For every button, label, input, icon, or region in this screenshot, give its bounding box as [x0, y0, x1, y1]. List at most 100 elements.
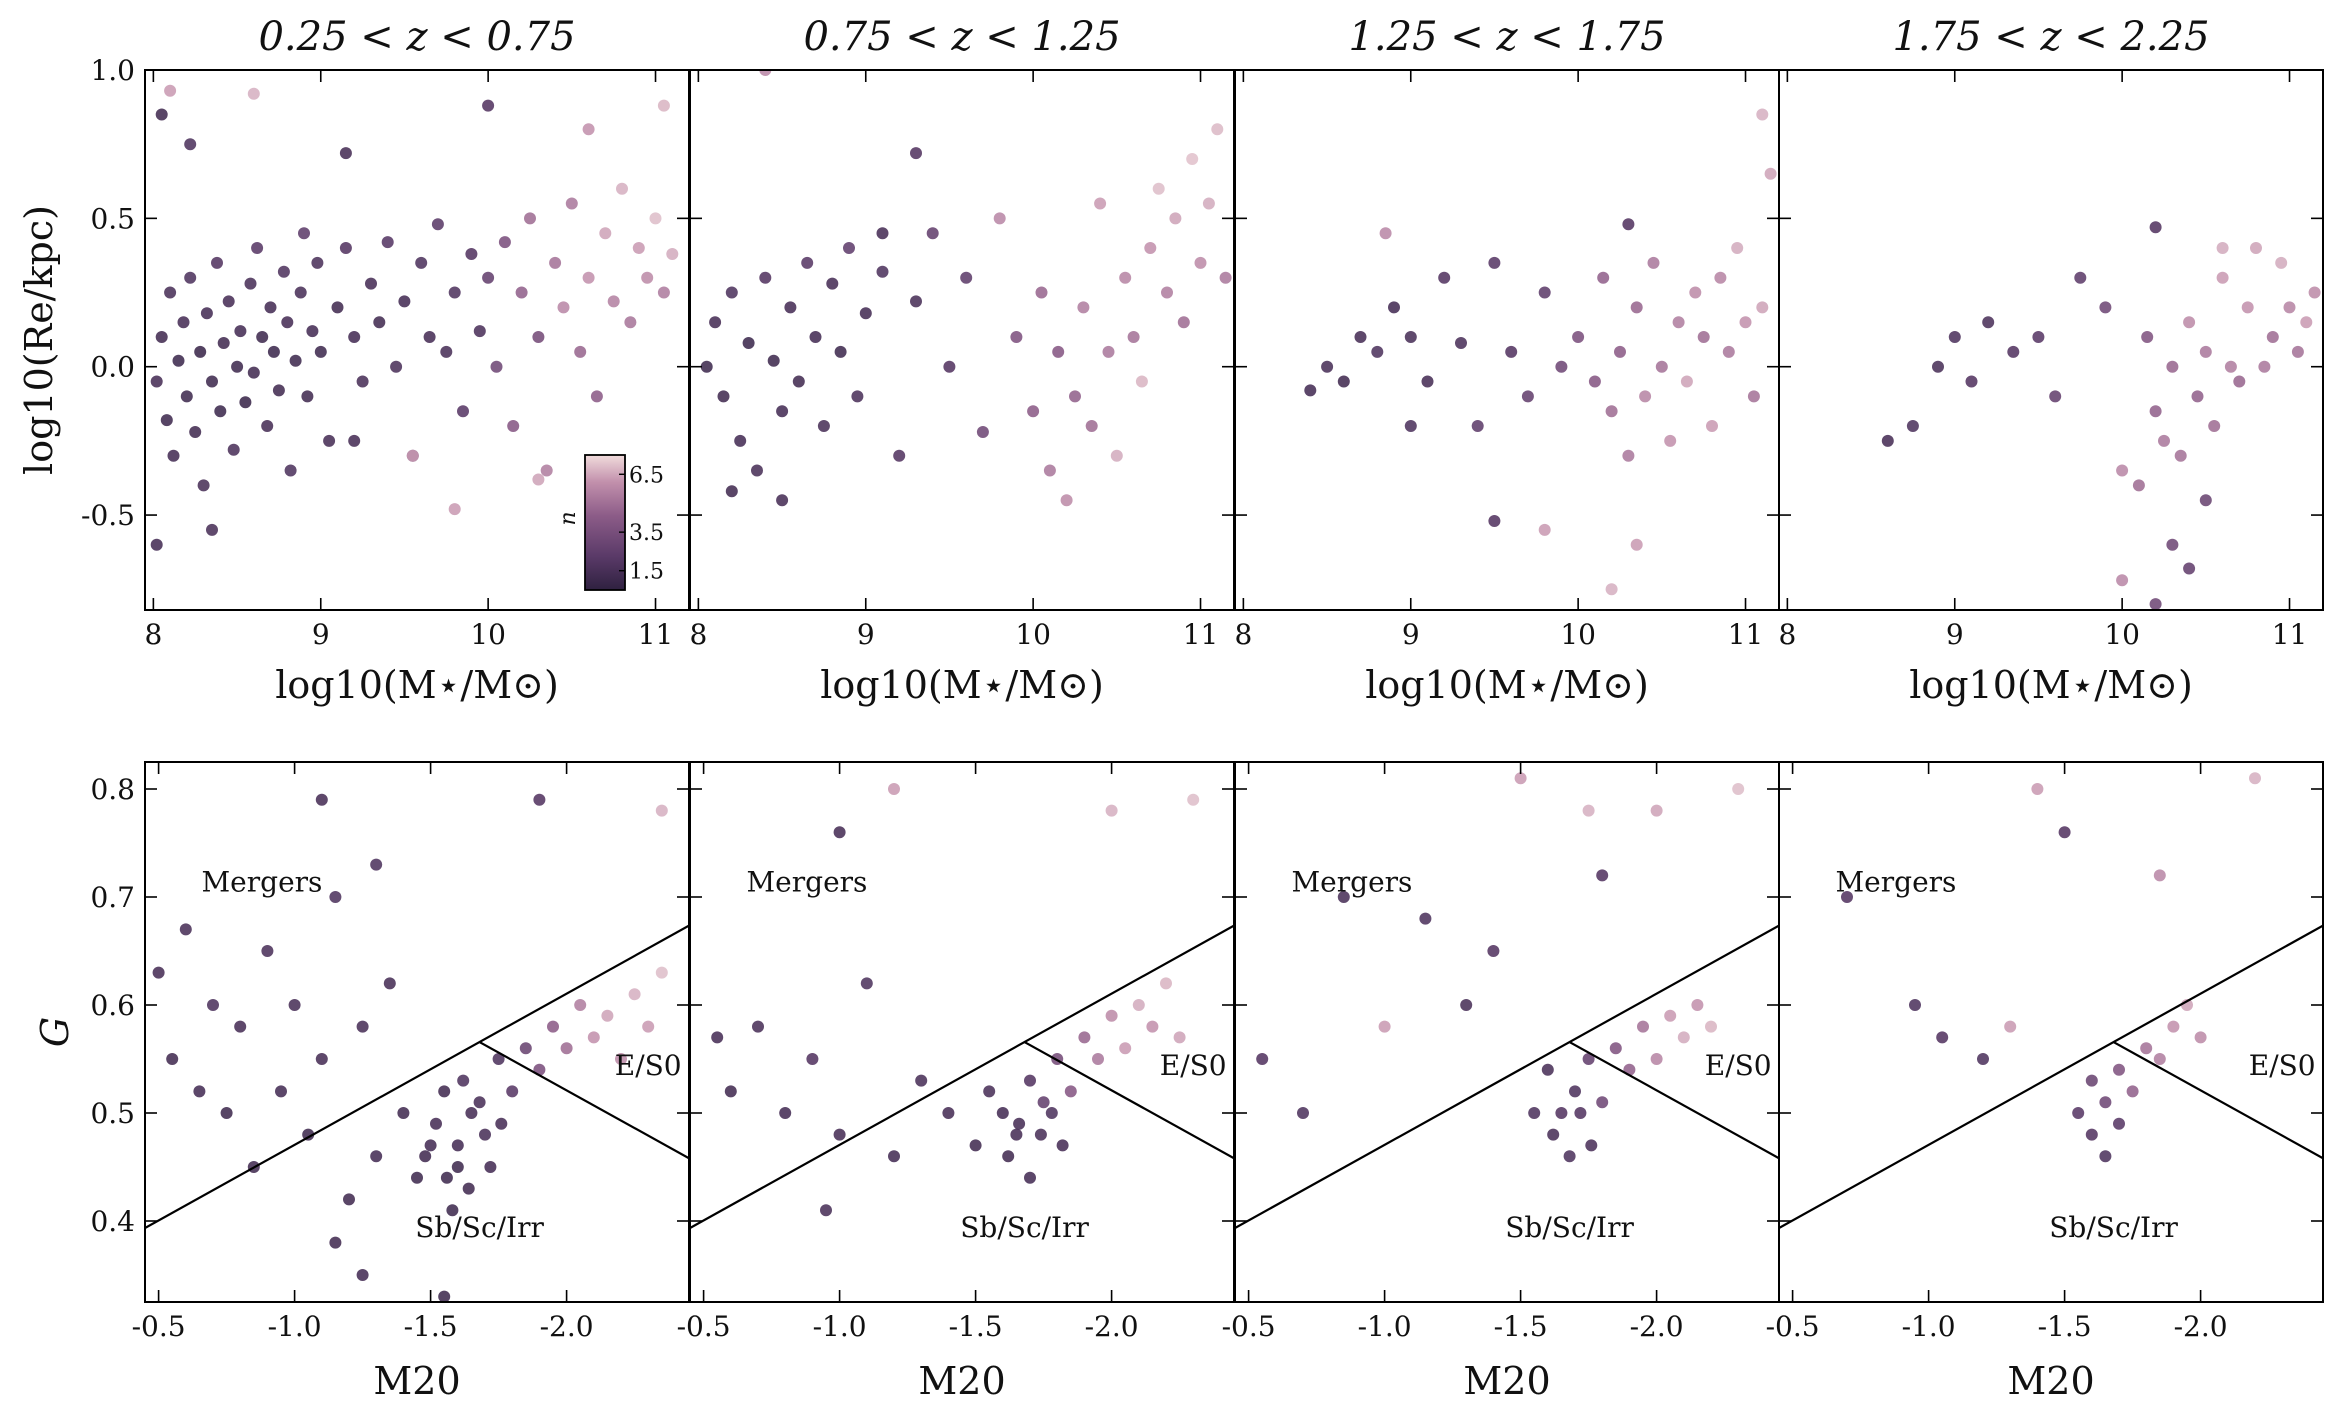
x-tick-label: 9 [1946, 618, 1964, 651]
x-axis-label: M20 [918, 1359, 1005, 1403]
data-point [1094, 197, 1107, 210]
data-point [1977, 1053, 1989, 1065]
data-point [1027, 405, 1040, 418]
x-tick-label: 11 [1183, 618, 1219, 651]
x-tick-label: 11 [1728, 618, 1764, 651]
data-point [859, 307, 872, 320]
data-point [160, 414, 173, 427]
data-point [533, 793, 546, 806]
data-point [1948, 331, 1961, 343]
x-tick-label: 8 [1234, 618, 1252, 651]
data-point [1354, 331, 1367, 343]
data-point [666, 248, 679, 260]
data-point [524, 212, 536, 225]
data-point [888, 1150, 900, 1163]
data-point [1756, 108, 1769, 121]
classification-line [2113, 1041, 2323, 1160]
data-point [1487, 945, 1500, 957]
data-point [993, 212, 1006, 225]
data-point [166, 1053, 179, 1065]
data-point [150, 538, 163, 551]
data-point [1010, 331, 1023, 343]
data-point [1119, 1042, 1132, 1055]
data-point [1680, 375, 1693, 388]
data-point [284, 464, 297, 477]
panel-top-1: 8 9 10 11 -0.5 0.0 0.5 1.0 log10(M⋆/M⊙) [81, 54, 690, 707]
region-label: E/S0 [615, 1049, 682, 1082]
data-point [655, 804, 668, 817]
data-point [1211, 123, 1224, 136]
data-point [1582, 804, 1595, 817]
data-point [1655, 360, 1668, 373]
x-axis-label: M20 [2007, 1359, 2094, 1403]
data-point [256, 331, 269, 343]
data-point [826, 277, 839, 290]
data-point [2049, 390, 2062, 403]
data-point [1186, 153, 1199, 165]
data-point [1105, 804, 1118, 817]
data-point [507, 420, 520, 432]
data-point [776, 405, 789, 418]
data-point [247, 87, 260, 100]
data-point [1622, 449, 1635, 462]
data-point [2141, 331, 2154, 343]
data-point [482, 99, 495, 112]
data-point [960, 271, 973, 284]
x-tick-label: -0.5 [1222, 1310, 1276, 1343]
data-point [440, 345, 453, 358]
data-point [2183, 316, 2196, 329]
data-point [1010, 1128, 1023, 1141]
data-point [2031, 783, 2044, 795]
x-tick-label: -1.0 [268, 1310, 322, 1343]
colorbar-label: n [556, 511, 581, 525]
data-point [206, 523, 218, 536]
data-point [1585, 1139, 1598, 1152]
x-tick-label: -2.0 [540, 1310, 594, 1343]
data-point [910, 295, 922, 308]
y-tick-label: 0.4 [90, 1205, 135, 1238]
data-point [150, 375, 163, 388]
data-point [1146, 1020, 1159, 1033]
data-point [281, 316, 294, 329]
data-point [599, 227, 612, 240]
data-point [1622, 218, 1635, 231]
region-label: Sb/Sc/Irr [960, 1211, 1089, 1244]
region-label: Mergers [1292, 866, 1413, 899]
data-point [411, 1171, 423, 1184]
data-point [275, 1085, 287, 1098]
data-point [582, 271, 595, 284]
y-tick-label: 0.5 [90, 202, 135, 235]
data-point [2007, 345, 2020, 358]
data-point [532, 331, 545, 343]
data-point [390, 360, 403, 373]
data-point [406, 449, 419, 462]
colorbar-tick-label: 3.5 [629, 521, 664, 546]
data-point [2249, 772, 2261, 785]
data-point [451, 1139, 464, 1152]
data-point [582, 123, 595, 136]
data-point [1056, 1139, 1069, 1152]
data-point [306, 325, 319, 338]
data-point [261, 945, 274, 957]
data-point [1505, 345, 1518, 358]
data-point [1378, 1020, 1391, 1033]
data-point [1630, 301, 1643, 314]
region-label: Mergers [1836, 866, 1957, 899]
data-point [709, 316, 722, 329]
data-point [1024, 1171, 1036, 1184]
region-label: E/S0 [1705, 1049, 1772, 1082]
data-point [1936, 1031, 1949, 1044]
data-point [1639, 390, 1652, 403]
panel-title: 0.75 < z < 1.25 [803, 14, 1120, 60]
scatter-points [1304, 108, 1777, 596]
data-point [1555, 360, 1568, 373]
panel-top-3: 8 9 10 11 log10(M⋆/M⊙) [1234, 69, 1780, 707]
y-tick-label: 1.0 [90, 54, 135, 87]
data-point [557, 301, 570, 314]
data-point [339, 147, 352, 160]
data-point [222, 295, 235, 308]
data-point [465, 1107, 478, 1119]
data-point [519, 1042, 532, 1055]
x-tick-label: -1.0 [1358, 1310, 1412, 1343]
data-point [383, 977, 396, 990]
